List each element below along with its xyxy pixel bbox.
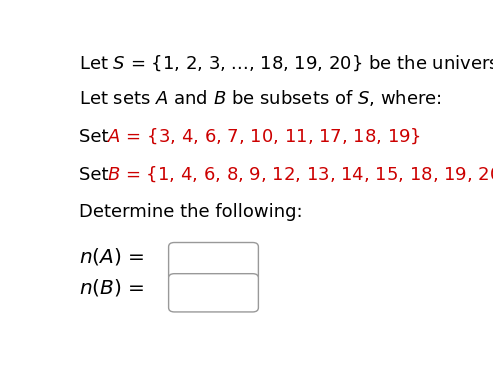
FancyBboxPatch shape [169, 274, 258, 312]
Text: $B$ = {1, 4, 6, 8, 9, 12, 13, 14, 15, 18, 19, 20}: $B$ = {1, 4, 6, 8, 9, 12, 13, 14, 15, 18… [106, 165, 493, 184]
FancyBboxPatch shape [169, 243, 258, 281]
Text: Set: Set [79, 166, 114, 184]
Text: $n(B)$ =: $n(B)$ = [79, 277, 144, 298]
Text: Set: Set [79, 128, 114, 146]
Text: $n(A)$ =: $n(A)$ = [79, 246, 144, 267]
Text: Let sets $A$ and $B$ be subsets of $S$, where:: Let sets $A$ and $B$ be subsets of $S$, … [79, 88, 442, 108]
Text: $A$ = {3, 4, 6, 7, 10, 11, 17, 18, 19}: $A$ = {3, 4, 6, 7, 10, 11, 17, 18, 19} [106, 127, 420, 146]
Text: Let $S$ = {1, 2, 3, ..., 18, 19, 20} be the universal set.: Let $S$ = {1, 2, 3, ..., 18, 19, 20} be … [79, 53, 493, 72]
Text: Determine the following:: Determine the following: [79, 203, 302, 221]
